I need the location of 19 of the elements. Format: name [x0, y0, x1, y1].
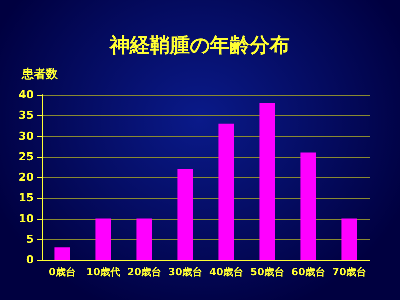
- y-tick-label: 20: [18, 171, 34, 184]
- y-tick-label: 5: [26, 232, 34, 246]
- y-tick-label: 15: [18, 192, 34, 205]
- x-tick-label: 0歳台: [49, 266, 76, 278]
- y-tick-label: 0: [26, 254, 34, 266]
- y-axis-title: 患者数: [21, 67, 59, 81]
- y-tick-label: 35: [18, 109, 34, 122]
- x-tick-label: 70歳台: [332, 266, 366, 278]
- x-tick-label: 10歳代: [86, 266, 120, 278]
- x-tick-label: 40歳台: [210, 266, 244, 278]
- y-tick-label: 10: [18, 212, 34, 226]
- x-tick-label: 30歳台: [168, 266, 202, 278]
- chart-title: 神経鞘腫の年齢分布: [109, 33, 290, 57]
- y-tick-label: 25: [18, 150, 34, 164]
- x-tick-label: 60歳台: [292, 266, 326, 278]
- x-tick-label: 50歳台: [250, 266, 284, 278]
- y-tick-label: 30: [18, 130, 34, 143]
- y-tick-label: 40: [18, 88, 34, 102]
- x-tick-label: 20歳台: [128, 266, 162, 278]
